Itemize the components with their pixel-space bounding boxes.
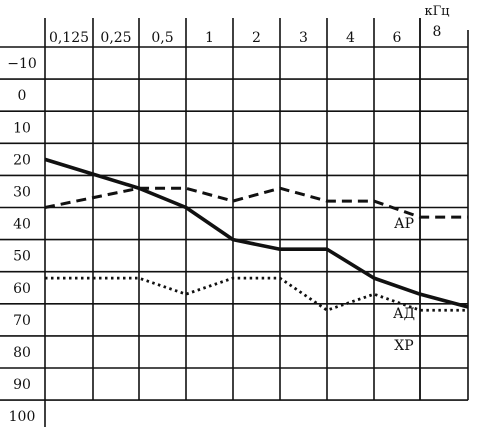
series-label: АД bbox=[393, 306, 415, 322]
y-tick-label: 100 bbox=[9, 409, 36, 425]
x-tick-label: 3 bbox=[299, 30, 308, 46]
grid bbox=[0, 18, 469, 427]
y-tick-label: 90 bbox=[13, 377, 31, 393]
series-labels: АД АР ХР bbox=[393, 216, 415, 354]
y-tick-label: 70 bbox=[13, 313, 31, 329]
series bbox=[44, 157, 469, 312]
x-tick-label: 0,125 bbox=[49, 30, 89, 46]
y-tick-label: −10 bbox=[7, 56, 37, 72]
x-tick-label: 6 bbox=[393, 30, 402, 46]
y-tick-label: 20 bbox=[13, 152, 31, 168]
y-tick-label: 10 bbox=[13, 120, 31, 136]
series-label: АР bbox=[394, 216, 414, 232]
y-tick-label: 50 bbox=[13, 249, 31, 265]
x-tick-label: 0,5 bbox=[151, 30, 173, 46]
y-tick-label: 40 bbox=[13, 217, 31, 233]
y-tick-labels: −10 0 10 20 30 40 50 60 70 80 90 100 bbox=[7, 56, 37, 425]
x-tick-label: 4 bbox=[346, 30, 355, 46]
series-line-solid bbox=[44, 157, 469, 309]
y-tick-label: 0 bbox=[18, 88, 27, 104]
y-tick-label: 30 bbox=[13, 184, 31, 200]
series-label: ХР bbox=[394, 338, 413, 354]
series-line-dashed bbox=[44, 186, 468, 219]
series-line-dotted bbox=[45, 276, 468, 312]
x-tick-label: 8 bbox=[433, 24, 442, 40]
x-tick-labels: 0,125 0,25 0,5 1 2 3 4 6 8 bbox=[49, 24, 442, 46]
y-tick-label: 80 bbox=[13, 345, 31, 361]
y-tick-label: 60 bbox=[13, 281, 31, 297]
x-tick-label: 0,25 bbox=[100, 30, 131, 46]
unit-label: кГц bbox=[424, 4, 449, 19]
x-tick-label: 1 bbox=[205, 30, 214, 46]
x-tick-label: 2 bbox=[252, 30, 261, 46]
